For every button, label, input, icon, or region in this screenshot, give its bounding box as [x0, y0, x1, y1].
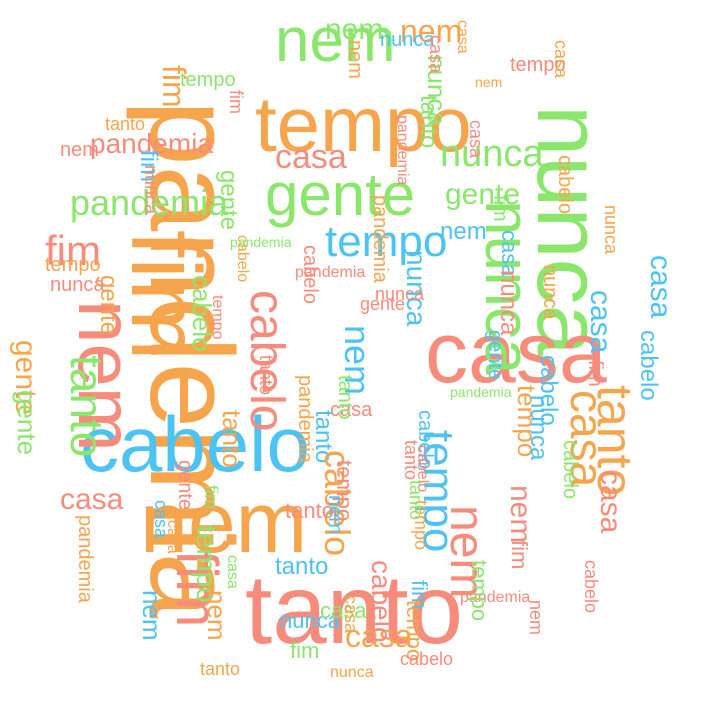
word-tanto: tanto — [334, 375, 356, 420]
word-tempo: tempo — [467, 560, 492, 622]
word-tanto: tanto — [245, 554, 463, 664]
word-nunca: nunca — [380, 29, 435, 51]
word-tanto: tanto — [217, 410, 247, 468]
word-tempo: tempo — [209, 295, 226, 340]
word-pandemia: pandemia — [230, 234, 292, 250]
word-cabelo: cabelo — [299, 245, 321, 304]
word-nem: nem — [60, 139, 99, 161]
word-cabelo: cabelo — [80, 400, 310, 488]
word-casa: casa — [320, 598, 367, 623]
word-fim: fim — [290, 638, 320, 663]
word-cabelo: cabelo — [366, 560, 397, 643]
word-cabelo: cabelo — [400, 649, 454, 669]
word-tanto: tanto — [105, 114, 146, 134]
word-tempo: tempo — [325, 217, 448, 266]
word-gente: gente — [215, 170, 242, 231]
word-nem: nem — [440, 218, 487, 245]
word-gente: gente — [445, 178, 521, 211]
word-nem: nem — [504, 485, 537, 544]
word-gente: gente — [174, 460, 196, 511]
word-fim: fim — [584, 360, 606, 387]
word-nunca: nunca — [375, 284, 425, 304]
word-pandemia: pandemia — [70, 182, 229, 223]
word-pandemia: pandemia — [90, 128, 213, 159]
word-casa: casa — [151, 500, 171, 539]
word-nunca: nunca — [141, 165, 161, 215]
word-nem: nem — [275, 6, 396, 75]
word-nunca: nunca — [525, 395, 552, 461]
word-nem: nem — [324, 495, 346, 534]
word-tanto: tanto — [200, 659, 241, 679]
word-casa: casa — [644, 255, 677, 319]
word-casa: casa — [426, 35, 446, 74]
word-casa: casa — [330, 399, 373, 421]
word-casa: casa — [425, 305, 607, 401]
word-pandemia: pandemia — [394, 115, 411, 186]
word-pandemia: pandemia — [294, 375, 316, 463]
word-nem: nem — [325, 13, 384, 46]
word-nem: nem — [344, 40, 366, 79]
word-nem: nem — [137, 590, 167, 641]
word-nunca: nunca — [280, 608, 340, 633]
word-tanto: tanto — [256, 355, 276, 396]
word-nem: nem — [526, 600, 546, 636]
word-cabelo: cabelo — [559, 440, 581, 499]
word-cabelo: cabelo — [554, 155, 576, 214]
word-cabelo: cabelo — [581, 560, 601, 614]
word-casa: casa — [551, 40, 571, 79]
word-casa: casa — [466, 120, 486, 159]
word-nunca: nunca — [495, 270, 522, 336]
word-casa: casa — [454, 20, 471, 54]
word-pandemia: pandemia — [295, 264, 366, 281]
word-gente: gente — [12, 390, 42, 456]
word-gente: gente — [484, 330, 506, 381]
word-tempo: tempo — [255, 80, 472, 168]
word-fim: fim — [507, 540, 532, 570]
word-fim: fim — [45, 227, 101, 274]
word-pandemia: pandemia — [74, 515, 96, 603]
word-tempo: tempo — [510, 54, 566, 76]
word-gente: gente — [360, 294, 406, 314]
word-nem: nem — [400, 13, 463, 49]
word-nem: nem — [202, 590, 232, 641]
word-nunca: nunca — [50, 274, 105, 296]
word-pandemia: pandemia — [460, 589, 531, 606]
word-casa: casa — [60, 483, 124, 516]
word-nunca: nunca — [440, 133, 544, 175]
word-tanto: tanto — [285, 498, 334, 523]
word-fim: fim — [489, 195, 511, 222]
word-nunca: nunca — [601, 205, 621, 255]
word-casa: casa — [224, 555, 241, 589]
word-cabelo: cabelo — [635, 330, 662, 401]
word-pandemia: pandemia — [450, 384, 512, 400]
word-tempo: tempo — [180, 69, 236, 91]
word-pandemia: pandemia — [369, 195, 391, 283]
word-nunca: nunca — [539, 265, 561, 320]
word-tanto: tanto — [275, 553, 329, 580]
word-tanto: tanto — [61, 355, 113, 458]
word-casa: casa — [594, 470, 627, 534]
word-nunca: nunca — [330, 664, 374, 681]
word-fim: fim — [226, 90, 246, 114]
word-gente: gente — [265, 161, 416, 228]
word-cabelo: cabelo — [234, 235, 251, 283]
word-nem: nem — [140, 475, 308, 571]
word-fim: fim — [201, 485, 221, 509]
word-nem: nem — [475, 74, 503, 90]
word-casa: casa — [584, 290, 617, 354]
word-casa: casa — [275, 138, 347, 176]
word-casa: casa — [341, 595, 361, 634]
word-tanto: tanto — [406, 480, 426, 521]
word-tempo: tempo — [45, 254, 101, 276]
word-casa: casa — [345, 618, 413, 654]
